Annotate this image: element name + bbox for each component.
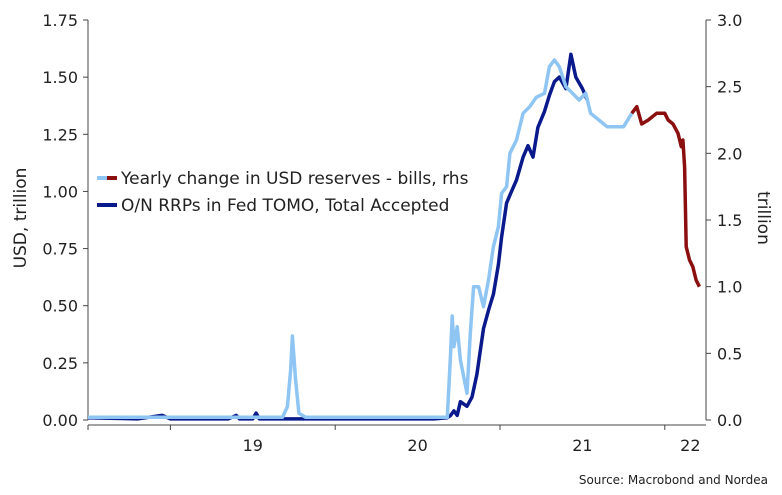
- right-tick-label: 0.5: [717, 344, 742, 363]
- series-line-rrp: [87, 52, 589, 421]
- x-tick-label: 20: [407, 436, 427, 455]
- right-tick-label: 0.0: [717, 411, 742, 430]
- y-axis-left-title: USD, trillion: [11, 168, 31, 269]
- x-tick-labels: 19 20 21 22: [87, 425, 701, 455]
- right-tick-label: 1.0: [717, 278, 742, 297]
- y-axis-right-title: trillion: [753, 191, 773, 245]
- right-tick-label: 3.0: [717, 11, 742, 30]
- right-tick-label: 1.5: [717, 211, 742, 230]
- x-tick-label: 21: [572, 436, 592, 455]
- right-tick-label: 2.5: [717, 78, 742, 97]
- legend: Yearly change in USD reserves - bills, r…: [97, 169, 469, 216]
- axes: [87, 20, 707, 426]
- left-tick-label: 1.00: [42, 182, 78, 201]
- left-tick-label: 1.25: [42, 125, 78, 144]
- left-tick-label: 1.50: [42, 68, 78, 87]
- right-tick-labels: 0.0 0.5 1.0 1.5 2.0 2.5 3.0: [706, 11, 742, 430]
- left-tick-labels: 0.00 0.25 0.50 0.75 1.00 1.25 1.50 1.75: [42, 11, 88, 430]
- x-tick-label: 22: [680, 436, 700, 455]
- legend-label-rrp: O/N RRPs in Fed TOMO, Total Accepted: [121, 196, 449, 216]
- left-tick-label: 0.25: [42, 354, 78, 373]
- left-tick-label: 0.50: [42, 297, 78, 316]
- left-tick-label: 0.00: [42, 411, 78, 430]
- series-line-reserves-light: [88, 58, 634, 420]
- x-tick-label: 19: [243, 436, 263, 455]
- series-line-reserves-dark: [630, 104, 701, 288]
- series-layer: [87, 52, 701, 421]
- legend-label-reserves: Yearly change in USD reserves - bills, r…: [120, 169, 469, 189]
- left-tick-label: 0.75: [42, 240, 78, 259]
- source-note: Source: Macrobond and Nordea: [579, 473, 768, 487]
- right-tick-label: 2.0: [717, 144, 742, 163]
- left-tick-label: 1.75: [42, 11, 78, 30]
